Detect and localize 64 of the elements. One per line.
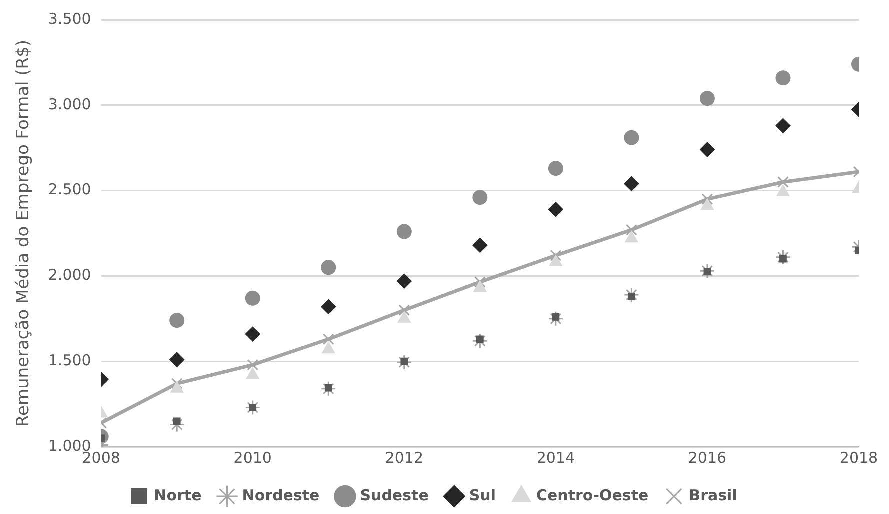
legend-label: Sul [469, 486, 496, 504]
point [249, 404, 257, 412]
point [169, 417, 185, 433]
point [700, 263, 716, 279]
y-tick-label: 1.500 [48, 351, 92, 370]
point [550, 250, 562, 262]
point [548, 311, 564, 327]
point [472, 333, 488, 349]
point [776, 185, 790, 197]
point [778, 176, 789, 188]
point [321, 260, 336, 276]
point [472, 190, 488, 206]
point [549, 255, 562, 267]
legend-label: Nordeste [242, 486, 320, 504]
point [398, 304, 410, 316]
point [396, 224, 412, 240]
x-tick-label: 2018 [840, 448, 878, 467]
point [245, 290, 260, 306]
y-tick-label: 2.500 [48, 180, 92, 199]
point [396, 354, 412, 370]
point [700, 142, 715, 158]
point [624, 176, 640, 192]
point [245, 326, 260, 342]
point [628, 293, 636, 300]
point [324, 384, 332, 392]
point [474, 276, 486, 288]
point [321, 299, 336, 314]
point [704, 268, 712, 276]
point [476, 336, 484, 344]
point [775, 250, 791, 266]
point [548, 161, 564, 176]
point [548, 202, 564, 218]
point [780, 255, 787, 263]
point [624, 130, 640, 146]
legend-label: Centro-Oeste [536, 486, 649, 504]
point [245, 400, 261, 416]
point [320, 381, 336, 397]
x-tick-label: 2014 [536, 448, 576, 467]
point [173, 418, 181, 426]
y-tick-label: 3.000 [48, 95, 92, 114]
legend-label: Norte [154, 486, 202, 504]
point [776, 118, 791, 134]
point [247, 359, 259, 371]
x-tick-label: 2012 [385, 448, 424, 467]
point [624, 287, 640, 303]
point [552, 314, 560, 321]
point [396, 274, 412, 289]
y-tick-label: 3.500 [48, 10, 92, 28]
point [171, 378, 183, 390]
x-tick-label: 2010 [234, 448, 272, 467]
point [170, 352, 185, 368]
legend-label: Sudeste [360, 486, 429, 504]
point [472, 238, 488, 253]
point [776, 70, 791, 86]
y-axis-title: Remuneração Média do Emprego Formal (R$) [14, 40, 34, 428]
y-tick-label: 2.000 [48, 266, 92, 284]
point [322, 334, 334, 346]
point [702, 194, 714, 206]
point [400, 358, 408, 366]
point [170, 313, 185, 328]
legend-label: Brasil [689, 486, 738, 504]
point [626, 224, 638, 236]
point [700, 91, 715, 106]
x-tick-label: 2016 [688, 448, 727, 467]
